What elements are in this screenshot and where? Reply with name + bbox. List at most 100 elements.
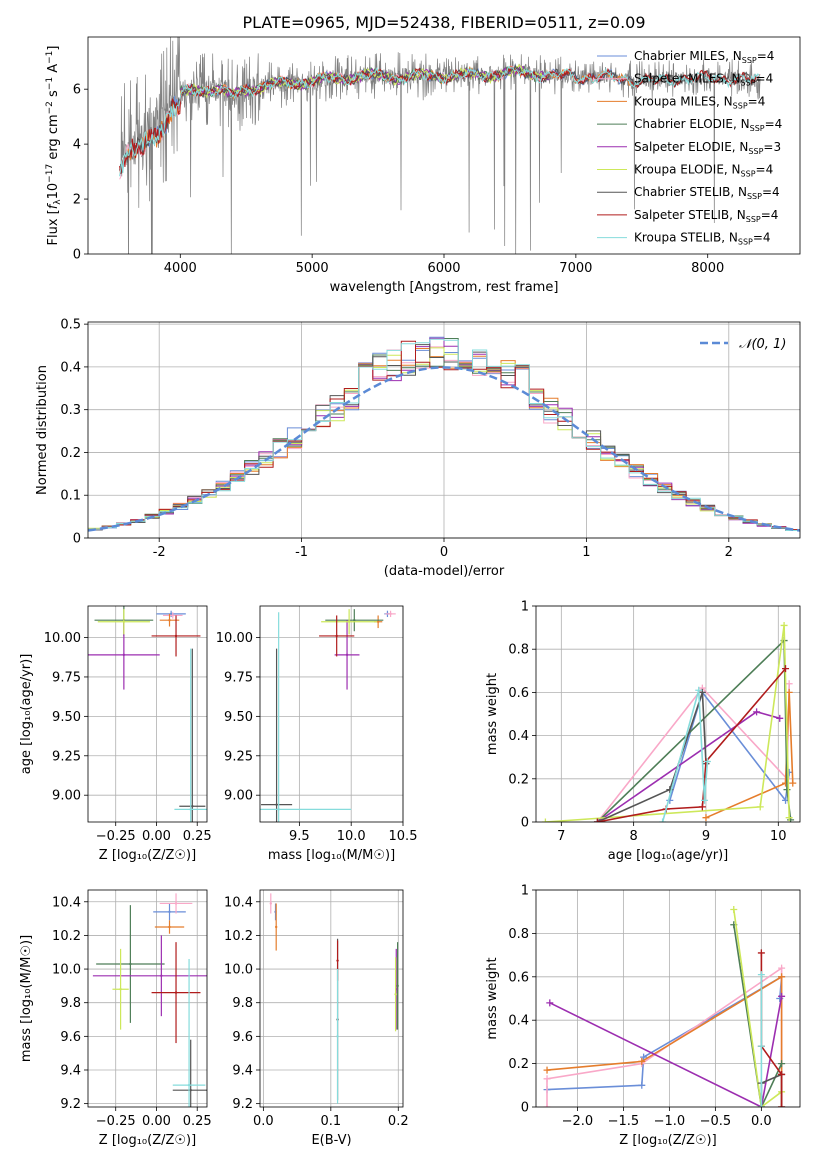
legend-subscript: SSP: [750, 124, 765, 133]
legend-count: =4: [765, 117, 783, 131]
legend-subscript: SSP: [746, 215, 761, 224]
x-tick-label: 0.1: [320, 1114, 341, 1129]
data-point: [174, 991, 178, 994]
legend-subscript: SSP: [748, 147, 763, 156]
y-tick-label: 10.0: [224, 963, 253, 978]
y-label-part: ]: [46, 46, 61, 51]
weight-marker: [638, 1081, 646, 1089]
axes-frame: −0.25 0.00 0.25 9.2 9.4 9.6 9.8 10.0 10.2 10.4 Z […: [19, 889, 212, 1148]
data-point: [274, 925, 278, 929]
plot-area: [88, 606, 207, 822]
y-label-part: A: [46, 64, 61, 77]
legend-entry: Chabrier ELODIE, NSSP=4: [634, 117, 782, 133]
data-point: [168, 618, 171, 622]
axes-frame: 9.5 10.0 10.5 9.00 9.25 9.50 9.75 10.00 mass [lo…: [216, 605, 417, 863]
y-label-part: s: [46, 90, 61, 101]
data-point: [376, 620, 380, 623]
weight-series-line: [549, 996, 783, 1107]
plot-area: [541, 621, 797, 822]
y-tick-label: 9.00: [52, 789, 81, 804]
x-axis-label: E(B-V): [311, 1133, 351, 1148]
y-axis-label: mass weight: [485, 957, 500, 1039]
data-point: [275, 803, 278, 806]
data-point: [336, 1035, 339, 1038]
data-point: [394, 993, 397, 996]
axes-border: [259, 605, 404, 823]
x-tick-label: −1.0: [654, 1114, 686, 1129]
axes-frame: 7 8 9 10 0 0.2 0.4 0.6 0.8 1 age [log₁₀(age/yr)] ma…: [485, 600, 801, 863]
y-tick-label: 10.0: [52, 963, 81, 978]
data-point: [129, 962, 132, 966]
axes-border: [87, 605, 208, 823]
legend-subscript: SSP: [741, 170, 756, 179]
y-tick-label: 0.4: [508, 1014, 529, 1029]
data-point: [189, 1088, 192, 1092]
x-tick-label: −0.5: [700, 1114, 732, 1129]
panel-mass_vs_EBV: 0.0 0.1 0.2 9.2 9.4 9.6 9.8 10.0 10.2 10.4 E(B-V): [224, 889, 409, 1148]
x-tick-label: 7000: [559, 261, 592, 276]
data-point: [277, 808, 280, 811]
y-tick-label: 0.4: [508, 729, 529, 744]
data-point: [187, 1083, 191, 1087]
y-label-part: −17: [45, 164, 55, 183]
legend-count: =4: [762, 185, 780, 199]
y-label-part: 10: [46, 183, 61, 200]
x-axis-label: (data-model)/error: [384, 564, 505, 579]
y-axis-label: mass [log₁₀(M/M☉)]: [19, 935, 34, 1062]
axes-border: [87, 889, 208, 1108]
axes-frame: -2 -1 0 1 2 0 0.1 0.2 0.3 0.4 0.5 (data-model)/erro…: [35, 318, 801, 579]
data-point: [174, 634, 178, 638]
panel-weight_vs_Z: −2.0 −1.5 −1.0 −0.5 0.0 0 0.2 0.4 0.6 0.8 1 Z [log₁…: [485, 884, 801, 1148]
x-tick-label: 0.0: [253, 1114, 274, 1129]
legend-count: =4: [753, 231, 771, 245]
data-point: [335, 634, 338, 638]
y-axis-label: mass weight: [485, 673, 500, 755]
y-label-part: f: [46, 202, 61, 209]
y-tick-label: 9.8: [232, 996, 253, 1011]
legend-count: =4: [748, 94, 766, 108]
x-tick-label: −0.25: [96, 829, 136, 844]
panel-age_vs_Z: −0.25 0.00 0.25 9.00 9.25 9.50 9.75 10.00 Z [log…: [19, 605, 212, 863]
legend-entry: Salpeter STELIB, NSSP=4: [634, 208, 778, 224]
x-tick-label: 0.00: [142, 1114, 171, 1129]
legend-entry: Chabrier STELIB, NSSP=4: [634, 185, 780, 201]
plot-area: [92, 893, 207, 1107]
data-point: [396, 984, 399, 988]
x-tick-label: 0.00: [142, 829, 171, 844]
legend-label: Chabrier ELODIE, N: [634, 117, 750, 131]
legend-entry: Kroupa MILES, NSSP=4: [634, 94, 765, 110]
y-tick-label: 1: [521, 884, 529, 899]
data-point: [389, 612, 392, 616]
weight-marker: [753, 708, 761, 716]
weight-marker: [543, 1075, 551, 1083]
data-point: [168, 925, 171, 929]
panel-age_vs_mass: 9.5 10.0 10.5 9.00 9.25 9.50 9.75 10.00 mass [lo…: [216, 605, 417, 863]
weight-marker: [543, 1066, 551, 1074]
legend-label: Kroupa MILES, N: [634, 94, 733, 108]
weight-marker: [546, 999, 554, 1007]
axes-frame: 0.0 0.1 0.2 9.2 9.4 9.6 9.8 10.0 10.2 10.4 E(B-V): [224, 889, 409, 1148]
weight-marker: [638, 1057, 646, 1065]
weight-marker: [778, 1070, 786, 1078]
y-tick-label: 0.6: [508, 686, 529, 701]
legend-subscript: SSP: [733, 101, 748, 110]
x-tick-label: 5000: [296, 261, 329, 276]
x-tick-label: 8000: [691, 261, 724, 276]
legend-subscript: SSP: [741, 79, 756, 88]
data-point: [347, 620, 351, 623]
weight-marker: [757, 949, 765, 957]
legend-subscript: SSP: [742, 56, 757, 65]
x-tick-label: 0: [440, 545, 448, 560]
data-point: [122, 620, 126, 623]
normal-reference-curve: [88, 366, 800, 532]
weight-marker: [780, 621, 788, 629]
y-tick-label: 9.00: [224, 789, 253, 804]
weight-marker: [783, 786, 791, 794]
y-tick-label: 9.4: [60, 1063, 81, 1078]
legend-count: =4: [756, 72, 774, 86]
x-axis-label: Z [log₁₀(Z/Z☉)]: [619, 1133, 716, 1148]
y-label-part: −1: [45, 77, 55, 90]
axes-border: [535, 889, 801, 1108]
weight-marker: [757, 1042, 765, 1050]
